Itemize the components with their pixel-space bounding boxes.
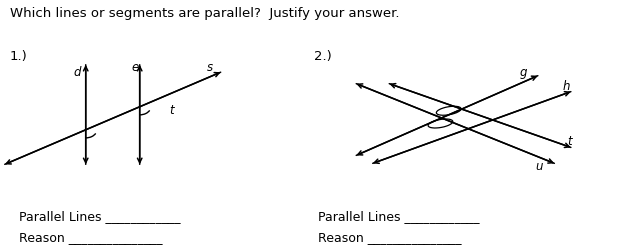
Text: Which lines or segments are parallel?  Justify your answer.: Which lines or segments are parallel? Ju… xyxy=(10,7,399,20)
Text: Parallel Lines ____________: Parallel Lines ____________ xyxy=(318,210,479,223)
Text: t: t xyxy=(170,104,174,117)
Text: g: g xyxy=(519,66,527,79)
Text: d: d xyxy=(74,66,81,79)
Text: h: h xyxy=(563,80,570,93)
Text: 1.): 1.) xyxy=(10,50,27,63)
Text: t: t xyxy=(567,135,572,148)
Text: Reason _______________: Reason _______________ xyxy=(318,231,461,244)
Text: 2.): 2.) xyxy=(314,50,332,63)
Text: e: e xyxy=(131,61,139,74)
Text: s: s xyxy=(207,61,213,74)
Text: Parallel Lines ____________: Parallel Lines ____________ xyxy=(19,210,180,223)
Text: u: u xyxy=(536,160,544,173)
Text: Reason _______________: Reason _______________ xyxy=(19,231,163,244)
